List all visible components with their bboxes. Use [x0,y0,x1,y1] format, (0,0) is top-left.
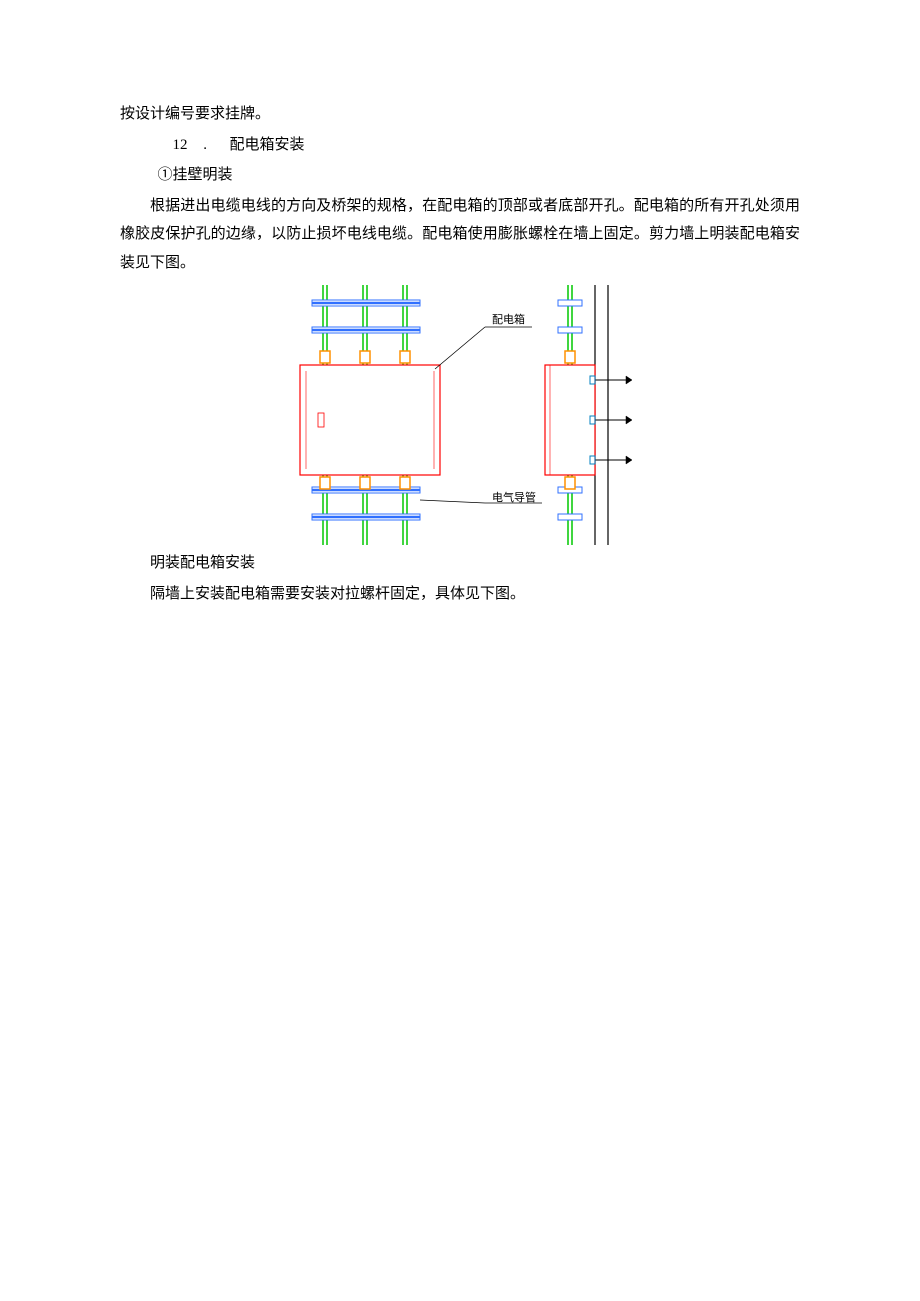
item-sep: . [203,137,207,153]
diagram-caption: 明装配电箱安装 [120,549,800,578]
svg-text:配电箱: 配电箱 [492,312,525,326]
sub-item-1: ①挂壁明装 [120,161,800,190]
item-title: 配电箱安装 [230,137,305,153]
svg-text:电气导管: 电气导管 [492,490,536,504]
intro-line: 按设计编号要求挂牌。 [120,100,800,129]
body-paragraph-1: 根据进出电缆电线的方向及桥架的规格，在配电箱的顶部或者底部开孔。配电箱的所有开孔… [120,192,800,278]
section-item: 12 . 配电箱安装 [120,131,800,160]
diagram-container: 配电箱电气导管 [120,285,800,545]
item-number: 12 [173,137,188,153]
body-paragraph-2: 隔墙上安装配电箱需要安装对拉螺杆固定，具体见下图。 [120,580,800,609]
installation-diagram: 配电箱电气导管 [260,285,660,545]
